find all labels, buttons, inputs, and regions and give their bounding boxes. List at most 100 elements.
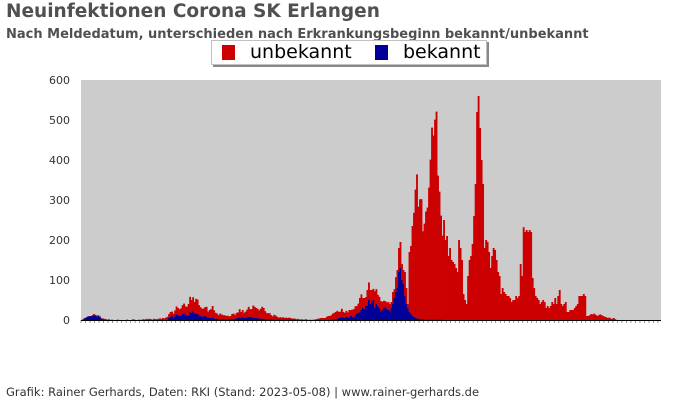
bar-unbekannt	[346, 312, 349, 318]
bar-unbekannt	[423, 223, 426, 320]
bar-bekannt	[419, 319, 421, 320]
bar-bekannt	[171, 316, 174, 320]
bar-unbekannt	[507, 296, 510, 320]
bar-unbekannt	[324, 318, 327, 320]
bar-unbekannt	[539, 304, 542, 320]
bar-bekannt	[225, 319, 228, 320]
bar-bekannt	[207, 317, 210, 320]
bar-unbekannt	[573, 308, 576, 320]
bar-bekannt	[184, 314, 187, 320]
bar-unbekannt	[602, 316, 605, 320]
bar-unbekannt	[261, 306, 264, 319]
bar-unbekannt	[193, 302, 196, 314]
bar-unbekannt	[596, 316, 599, 320]
bar-bekannt	[367, 300, 370, 320]
bar-unbekannt	[405, 288, 408, 304]
bar-bekannt	[193, 314, 196, 320]
bar-unbekannt	[534, 296, 537, 320]
bar-unbekannt	[411, 226, 414, 316]
bar-unbekannt	[485, 240, 488, 320]
bar-unbekannt	[286, 318, 289, 320]
bar-unbekannt	[398, 248, 400, 272]
bar-unbekannt	[354, 306, 357, 316]
bar-unbekannt	[548, 308, 551, 320]
bar-unbekannt	[605, 317, 608, 320]
bar-unbekannt	[288, 317, 291, 320]
bar-unbekannt	[516, 298, 519, 320]
bar-unbekannt	[154, 319, 157, 320]
bar-bekannt	[253, 318, 256, 320]
bar-unbekannt	[97, 315, 100, 316]
bar-unbekannt	[443, 220, 445, 320]
bar-unbekannt	[174, 310, 177, 317]
bar-bekannt	[375, 304, 378, 320]
chart-title: Neuinfektionen Corona SK Erlangen	[6, 1, 380, 22]
bar-unbekannt	[468, 260, 471, 320]
bar-unbekannt	[410, 246, 412, 314]
bar-unbekannt	[153, 318, 155, 320]
bar-unbekannt	[519, 264, 522, 320]
bar-unbekannt	[214, 312, 217, 319]
bar-bekannt	[414, 317, 417, 320]
bar-unbekannt	[132, 319, 134, 320]
bar-bekannt	[420, 319, 423, 320]
bar-unbekannt	[255, 308, 258, 318]
bar-unbekannt	[220, 314, 223, 320]
bar-unbekannt	[166, 316, 169, 320]
bar-unbekannt	[588, 315, 591, 320]
bar-unbekannt	[438, 191, 441, 320]
bar-unbekannt	[456, 272, 459, 320]
bar-bekannt	[202, 316, 205, 320]
bar-unbekannt	[594, 314, 597, 320]
bar-unbekannt	[249, 309, 252, 317]
bar-unbekannt	[196, 299, 199, 314]
bar-unbekannt	[383, 300, 385, 308]
bar-unbekannt	[361, 298, 364, 308]
bar-bekannt	[387, 310, 390, 320]
y-axis: 0 100 200 300 400 500 600	[49, 74, 70, 327]
bar-unbekannt	[551, 302, 554, 320]
bar-bekannt	[183, 313, 186, 320]
bar-unbekannt	[459, 248, 462, 320]
bar-unbekannt	[360, 294, 363, 310]
bar-bekannt	[366, 306, 369, 320]
bar-unbekannt	[93, 314, 95, 316]
bar-unbekannt	[419, 199, 421, 320]
legend: unbekannt bekannt	[211, 40, 487, 65]
bar-unbekannt	[358, 298, 361, 312]
bar-unbekannt	[171, 311, 174, 316]
bar-bekannt	[99, 316, 101, 320]
bar-bekannt	[187, 315, 190, 320]
bar-unbekannt	[584, 296, 587, 320]
bar-unbekannt	[240, 312, 243, 318]
bar-unbekannt	[510, 302, 513, 320]
bar-bekannt	[214, 318, 217, 320]
bar-unbekannt	[273, 314, 276, 320]
legend-label-unbekannt: unbekannt	[250, 41, 352, 63]
bar-unbekannt	[609, 318, 612, 320]
bar-unbekannt	[186, 306, 189, 316]
bar-unbekannt	[340, 308, 343, 317]
bar-unbekannt	[145, 318, 148, 320]
bar-bekannt	[270, 319, 273, 320]
y-tick-label: 600	[49, 74, 70, 87]
bar-unbekannt	[425, 211, 427, 320]
bar-unbekannt	[142, 319, 145, 320]
bar-bekannt	[390, 308, 393, 320]
bar-unbekannt	[606, 318, 609, 320]
bar-bekannt	[346, 317, 349, 320]
bar-bekannt	[267, 319, 270, 320]
bar-unbekannt	[241, 310, 244, 318]
legend-swatch-unbekannt	[222, 45, 235, 60]
bar-unbekannt	[522, 227, 525, 320]
bar-unbekannt	[108, 319, 110, 320]
bar-bekannt	[82, 319, 85, 320]
bar-bekannt	[417, 318, 420, 320]
bar-bekannt	[223, 319, 226, 320]
bar-unbekannt	[452, 262, 454, 320]
bar-bekannt	[339, 317, 342, 320]
bar-bekannt	[348, 318, 351, 320]
bar-unbekannt	[546, 306, 549, 320]
bar-unbekannt	[386, 302, 388, 309]
